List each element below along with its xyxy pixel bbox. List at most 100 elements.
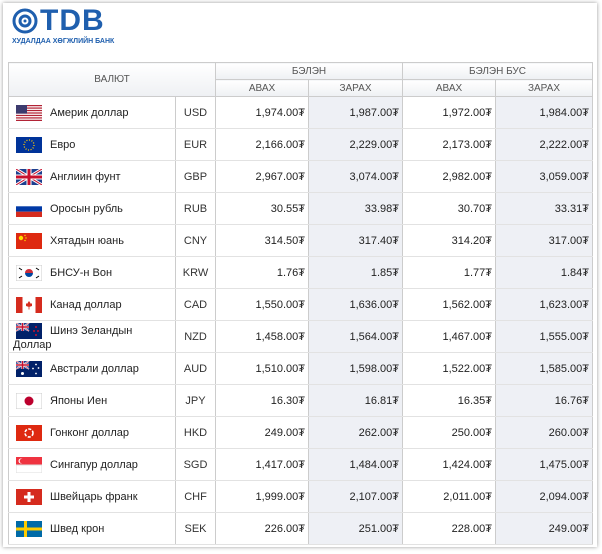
currency-name: Евро xyxy=(8,128,176,161)
currency-name: Швейцарь франк xyxy=(8,480,176,513)
rate-cell: 1,598.00₮ xyxy=(308,352,403,385)
rate-cell: 30.55₮ xyxy=(215,192,309,225)
rate-cell: 249.00₮ xyxy=(495,512,593,545)
flag-icon xyxy=(16,232,42,249)
currency-name-text: Евро xyxy=(50,138,76,151)
flag-icon xyxy=(16,520,42,537)
flag-icon xyxy=(15,321,42,339)
currency-name: Швед крон xyxy=(8,512,176,545)
table-row: Сингапур доллар SGD 1,417.00₮ 1,484.00₮ 1,42… xyxy=(8,448,593,481)
table-row: Гонконг доллар HKD 249.00₮ 262.00₮ 250.00₮ 26… xyxy=(8,416,593,449)
header-cell: АВАХ xyxy=(402,79,496,97)
currency-name: Хятадын юань xyxy=(8,224,176,257)
header-cell: ЗАРАХ xyxy=(308,79,403,97)
rate-cell: 260.00₮ xyxy=(495,416,593,449)
rate-cell: 1,623.00₮ xyxy=(495,288,593,321)
currency-code: RUB xyxy=(175,192,216,225)
flag-icon xyxy=(15,359,42,377)
header-cell: ВАЛЮТ xyxy=(8,62,216,97)
currency-code: GBP xyxy=(175,160,216,193)
flag-icon xyxy=(16,296,42,313)
rate-cell: 2,982.00₮ xyxy=(402,160,496,193)
rate-cell: 2,107.00₮ xyxy=(308,480,403,513)
rate-cell: 2,094.00₮ xyxy=(495,480,593,513)
table-row: БНСУ-н Вон KRW 1.76₮ 1.85₮ 1.77₮ 1.84₮ xyxy=(8,256,593,289)
currency-code: KRW xyxy=(175,256,216,289)
rate-cell: 1,510.00₮ xyxy=(215,352,309,385)
currency-name: Японы Иен xyxy=(8,384,176,417)
currency-name-text: Америк доллар xyxy=(50,106,129,119)
currency-code: SEK xyxy=(175,512,216,545)
rate-cell: 33.98₮ xyxy=(308,192,403,225)
flag-icon xyxy=(15,392,43,409)
rate-cell: 314.50₮ xyxy=(215,224,309,257)
rate-cell: 2,011.00₮ xyxy=(402,480,496,513)
currency-name: Австрали доллар xyxy=(8,352,176,385)
currency-code: NZD xyxy=(175,320,216,353)
logo: TDB ХУДАЛДАА ХӨГЖЛИЙН БАНК xyxy=(12,4,114,45)
header-cell: АВАХ xyxy=(215,79,309,97)
table-row: Евро EUR 2,166.00₮ 2,229.00₮ 2,173.00₮ 2,222.… xyxy=(8,128,593,161)
flag-icon xyxy=(15,456,43,473)
rate-cell: 1,999.00₮ xyxy=(215,480,309,513)
rate-cell: 16.30₮ xyxy=(215,384,309,417)
header-cell: БЭЛЭН xyxy=(215,62,403,80)
logo-text: TDB xyxy=(40,4,105,37)
rate-cell: 3,074.00₮ xyxy=(308,160,403,193)
rate-cell: 1,562.00₮ xyxy=(402,288,496,321)
flag-icon xyxy=(16,200,42,217)
rate-cell: 1.84₮ xyxy=(495,256,593,289)
rate-cell: 1,522.00₮ xyxy=(402,352,496,385)
currency-code: CNY xyxy=(175,224,216,257)
table-row: Швейцарь франк CHF 1,999.00₮ 2,107.00₮ 2,011… xyxy=(8,480,593,513)
rate-cell: 1,974.00₮ xyxy=(215,96,309,129)
rate-cell: 2,229.00₮ xyxy=(308,128,403,161)
table-row: Канад доллар CAD 1,550.00₮ 1,636.00₮ 1,562.0… xyxy=(8,288,593,321)
table-row: Шинэ Зеландын Доллар NZD 1,458.00₮ 1,564.00… xyxy=(8,320,593,353)
currency-code: CHF xyxy=(175,480,216,513)
currency-code: AUD xyxy=(175,352,216,385)
rate-cell: 250.00₮ xyxy=(402,416,496,449)
table-row: Америк доллар USD 1,974.00₮ 1,987.00₮ 1,972.… xyxy=(8,96,593,129)
rate-cell: 1,424.00₮ xyxy=(402,448,496,481)
flag-icon xyxy=(16,488,42,505)
rate-cell: 1,972.00₮ xyxy=(402,96,496,129)
rate-cell: 251.00₮ xyxy=(308,512,403,545)
rate-cell: 1,987.00₮ xyxy=(308,96,403,129)
currency-code: USD xyxy=(175,96,216,129)
currency-name-text: Оросын рубль xyxy=(50,202,123,215)
currency-name-text: Сингапур доллар xyxy=(50,458,138,471)
currency-name-text: Японы Иен xyxy=(50,394,108,407)
logo-subtitle: ХУДАЛДАА ХӨГЖЛИЙН БАНК xyxy=(12,38,115,45)
rate-cell: 314.20₮ xyxy=(402,224,496,257)
rate-cell: 30.70₮ xyxy=(402,192,496,225)
rate-cell: 249.00₮ xyxy=(215,416,309,449)
currency-code: CAD xyxy=(175,288,216,321)
rate-cell: 1,484.00₮ xyxy=(308,448,403,481)
rate-cell: 16.81₮ xyxy=(308,384,403,417)
currency-name: Шинэ Зеландын Доллар xyxy=(8,320,176,353)
rate-cell: 1,417.00₮ xyxy=(215,448,309,481)
header-cell: ЗАРАХ xyxy=(495,79,593,97)
currency-name-text: Австрали доллар xyxy=(50,362,139,375)
rate-cell: 1,467.00₮ xyxy=(402,320,496,353)
rates-table: ВАЛЮТ БЭЛЭН БЭЛЭН БУС АВАХ ЗАРАХ АВАХ ЗАРАХ А… xyxy=(8,62,593,545)
rate-cell: 16.35₮ xyxy=(402,384,496,417)
table-row: Швед крон SEK 226.00₮ 251.00₮ 228.00₮ 249.00₮ xyxy=(8,512,593,545)
header-cell: БЭЛЭН БУС xyxy=(402,62,593,80)
rate-cell: 1.76₮ xyxy=(215,256,309,289)
rate-cell: 2,222.00₮ xyxy=(495,128,593,161)
rate-cell: 226.00₮ xyxy=(215,512,309,545)
currency-name: Канад доллар xyxy=(8,288,176,321)
flag-icon xyxy=(16,104,42,123)
currency-name-text: Швейцарь франк xyxy=(50,490,138,503)
table-row: Австрали доллар AUD 1,510.00₮ 1,598.00₮ 1,52… xyxy=(8,352,593,385)
currency-name-text: Шинэ Зеландын Доллар xyxy=(13,324,133,351)
currency-name: БНСУ-н Вон xyxy=(8,256,176,289)
rate-cell: 317.00₮ xyxy=(495,224,593,257)
rate-cell: 317.40₮ xyxy=(308,224,403,257)
rate-cell: 3,059.00₮ xyxy=(495,160,593,193)
flag-icon xyxy=(15,264,43,281)
currency-code: SGD xyxy=(175,448,216,481)
currency-name: Сингапур доллар xyxy=(8,448,176,481)
